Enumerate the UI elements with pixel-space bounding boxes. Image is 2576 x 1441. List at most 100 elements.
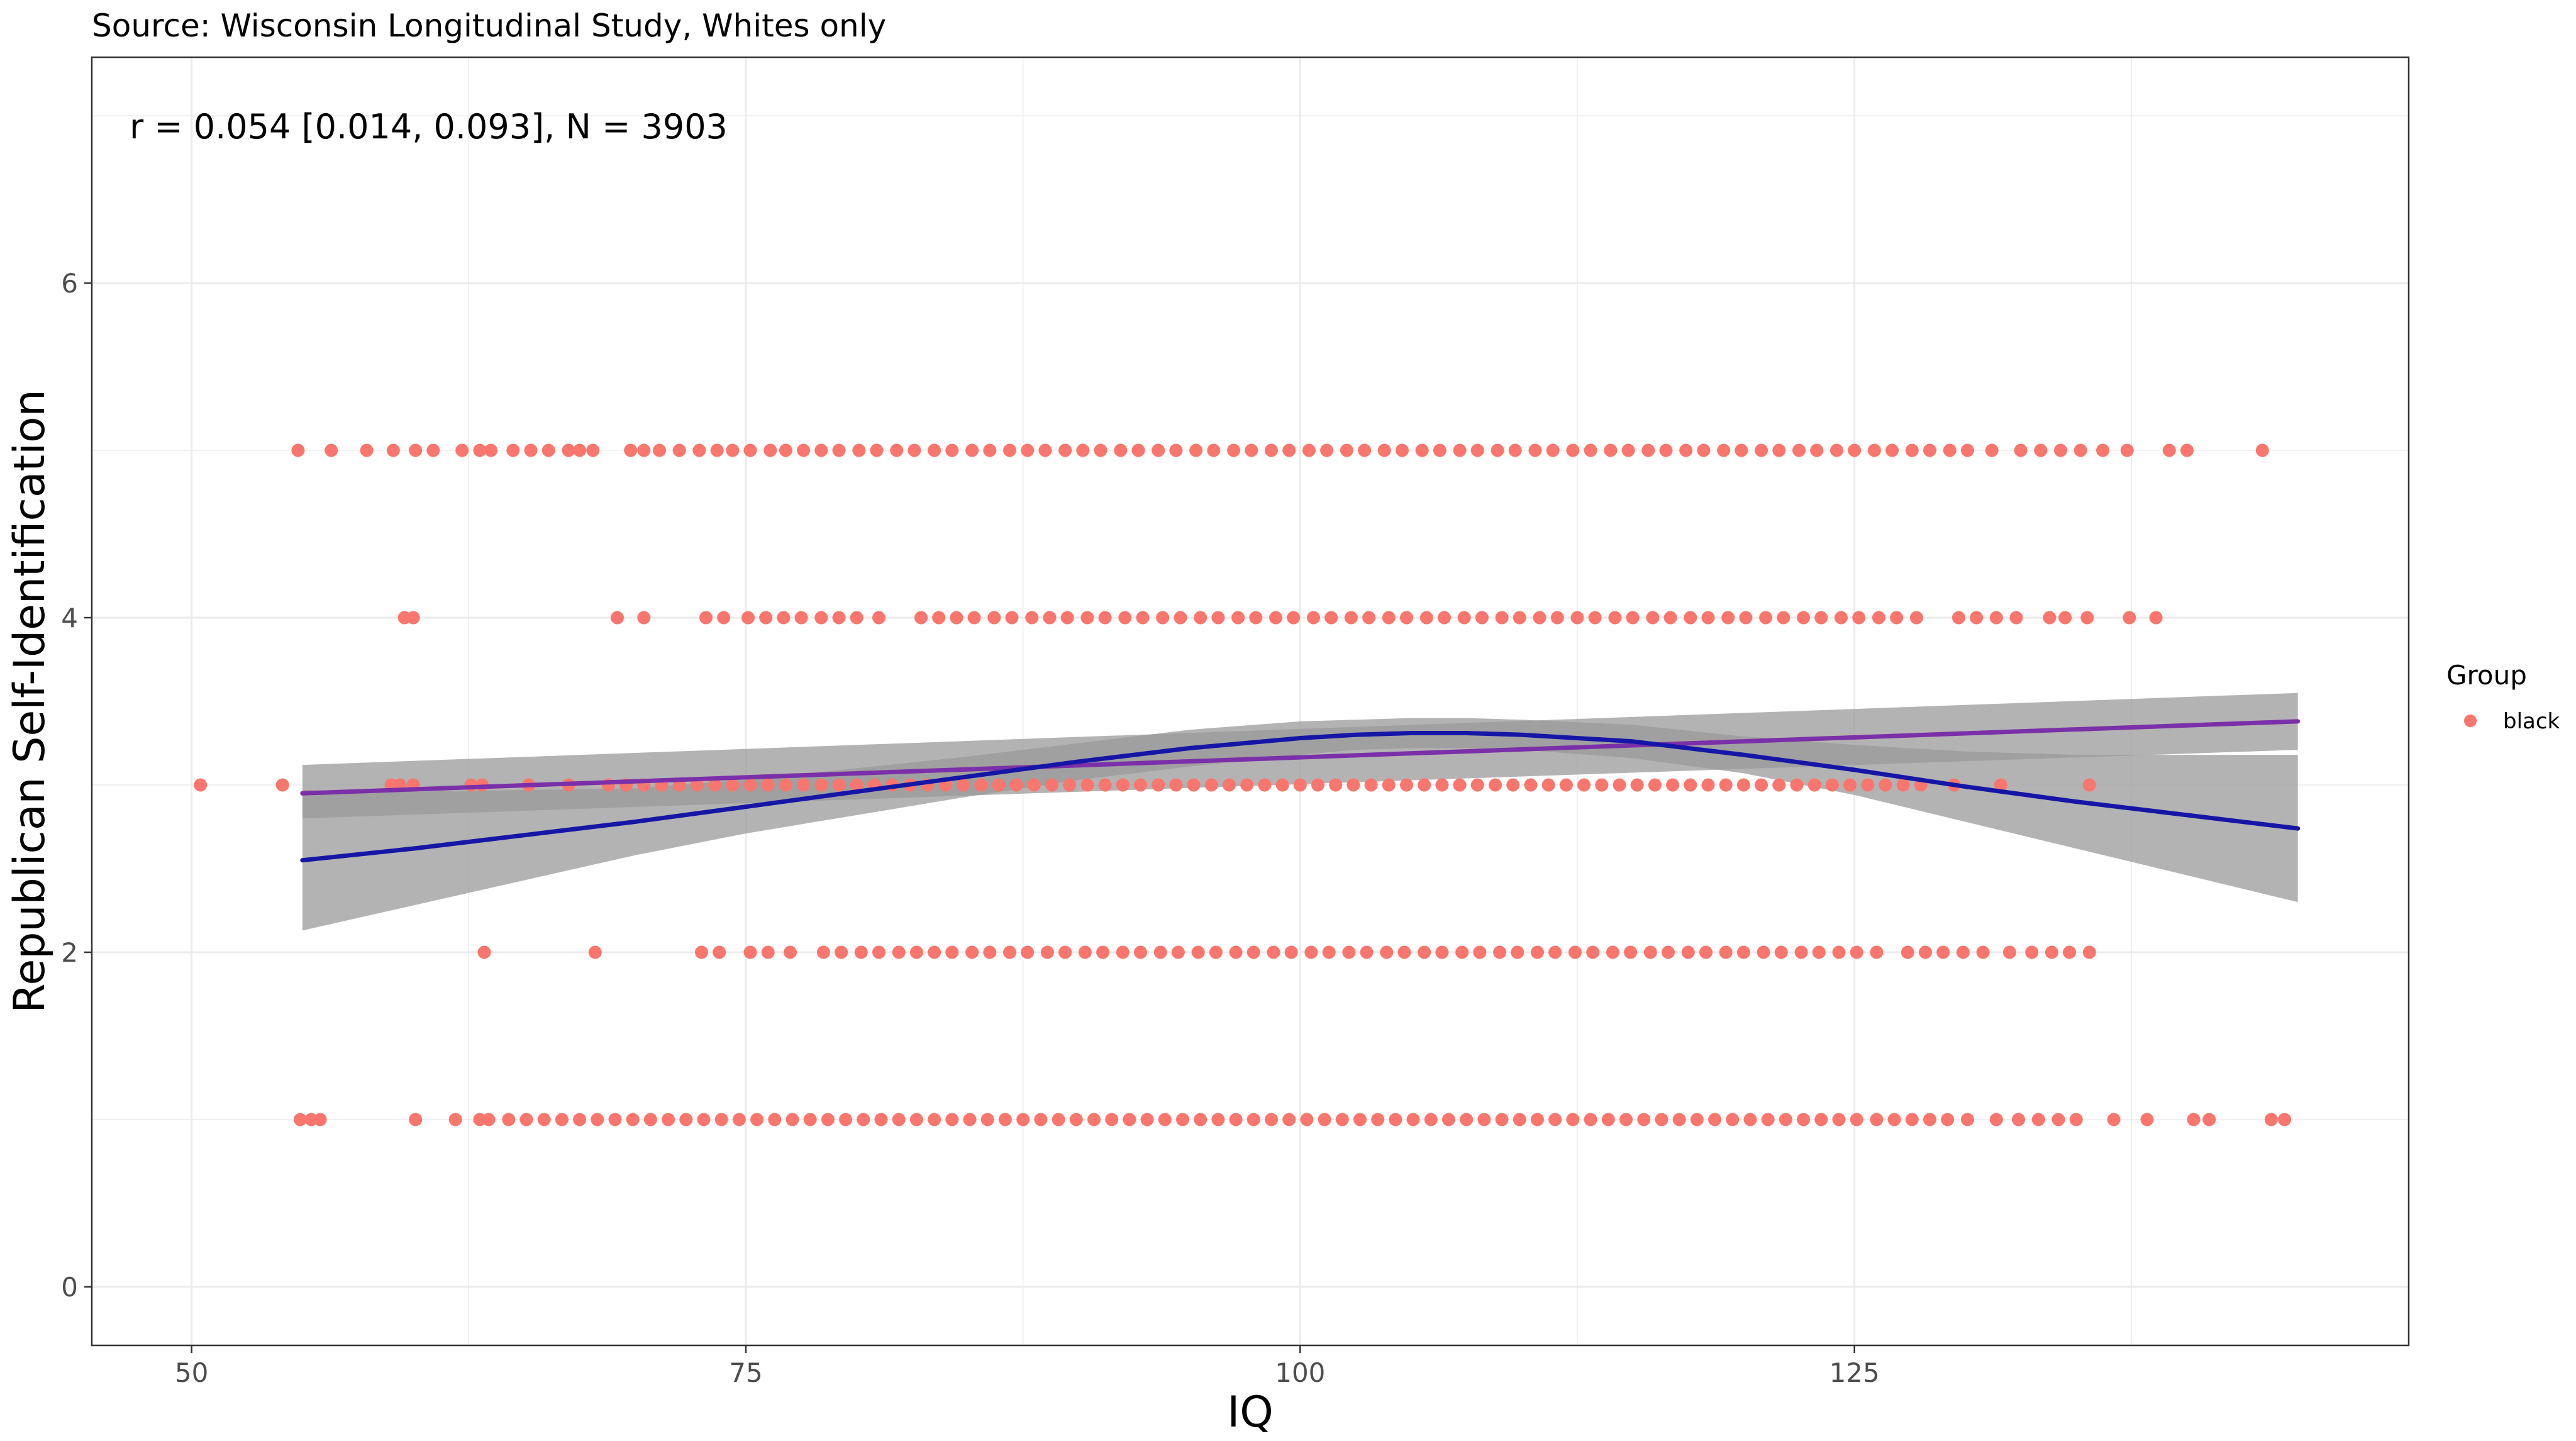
data-point [980, 1113, 994, 1127]
data-point [325, 443, 338, 457]
data-point [1832, 945, 1846, 959]
data-point [1204, 778, 1218, 792]
data-point [1524, 778, 1538, 792]
data-point [1189, 443, 1203, 457]
data-point [672, 443, 686, 457]
data-point [1941, 1113, 1955, 1127]
data-point [1005, 611, 1019, 625]
data-point [768, 1113, 782, 1127]
data-point [1284, 945, 1298, 959]
data-point [477, 945, 491, 959]
data-point [1342, 945, 1356, 959]
data-point [1123, 1113, 1136, 1127]
data-point [1648, 778, 1662, 792]
data-point [761, 778, 775, 792]
data-point [194, 778, 208, 792]
data-point [1672, 1113, 1686, 1127]
data-point [2031, 1113, 2045, 1127]
data-point [992, 778, 1006, 792]
data-point [794, 611, 808, 625]
data-point [699, 611, 713, 625]
data-point [1643, 945, 1657, 959]
data-point [1455, 945, 1469, 959]
data-point [1613, 778, 1626, 792]
data-point [1595, 778, 1609, 792]
data-point [2264, 1113, 2278, 1127]
data-point [1604, 443, 1618, 457]
data-point [662, 1113, 675, 1127]
data-point [732, 1113, 746, 1127]
data-point [1541, 778, 1555, 792]
data-point [1415, 443, 1429, 457]
data-point [1453, 443, 1467, 457]
data-point [1453, 778, 1467, 792]
chart-subtitle: Source: Wisconsin Longitudinal Study, Wh… [92, 8, 886, 44]
data-point [832, 778, 846, 792]
data-point [1792, 443, 1806, 457]
data-point [1400, 778, 1413, 792]
data-point [1513, 1113, 1526, 1127]
data-point [1076, 443, 1090, 457]
data-point [1470, 778, 1484, 792]
data-point [1777, 611, 1790, 625]
data-point [1052, 1113, 1065, 1127]
data-point [637, 443, 651, 457]
data-point [1457, 611, 1471, 625]
data-point [1905, 1113, 1919, 1127]
data-point [1058, 443, 1072, 457]
data-point [777, 611, 791, 625]
data-point [743, 778, 757, 792]
data-point [965, 443, 979, 457]
data-point [608, 1113, 622, 1127]
data-point [1442, 1113, 1455, 1127]
data-point [1976, 945, 1990, 959]
data-point [1322, 945, 1336, 959]
data-point [679, 1113, 693, 1127]
data-point [1307, 611, 1320, 625]
data-point [1380, 945, 1394, 959]
data-point [1344, 611, 1358, 625]
linear-fit-line [300, 719, 2301, 796]
data-point [1601, 1113, 1615, 1127]
data-point [1245, 443, 1258, 457]
data-point [2202, 1113, 2216, 1127]
data-point [537, 1113, 551, 1127]
data-point [1418, 778, 1431, 792]
data-point [1755, 778, 1768, 792]
data-point [1249, 611, 1263, 625]
data-point [1513, 611, 1526, 625]
data-point [1548, 945, 1562, 959]
data-point [1491, 443, 1504, 457]
data-point [1153, 945, 1167, 959]
data-point [360, 443, 374, 457]
data-point [1335, 1113, 1349, 1127]
data-point [872, 945, 886, 959]
legend-label-black: black [2503, 709, 2560, 734]
data-point [1353, 1113, 1367, 1127]
data-point [1424, 1113, 1438, 1127]
data-point [1493, 945, 1507, 959]
data-point [983, 443, 997, 457]
data-point [1435, 778, 1449, 792]
data-point [1489, 778, 1502, 792]
data-point [786, 1113, 799, 1127]
data-point [1701, 778, 1715, 792]
data-point [1069, 1113, 1083, 1127]
data-point [1377, 443, 1391, 457]
data-point [1194, 611, 1208, 625]
data-point [814, 778, 828, 792]
data-point [1397, 945, 1411, 959]
data-point [1719, 945, 1733, 959]
data-point [1246, 945, 1260, 959]
data-point [814, 443, 828, 457]
data-point [1346, 778, 1360, 792]
data-point [1495, 1113, 1509, 1127]
data-point [1848, 443, 1862, 457]
y-axis-title: Republican Self-Identification [5, 389, 55, 1013]
data-point [2187, 1113, 2201, 1127]
data-point [1419, 611, 1433, 625]
data-point [1985, 443, 1999, 457]
data-point [816, 945, 830, 959]
data-point [1861, 778, 1875, 792]
data-point [1872, 611, 1885, 625]
